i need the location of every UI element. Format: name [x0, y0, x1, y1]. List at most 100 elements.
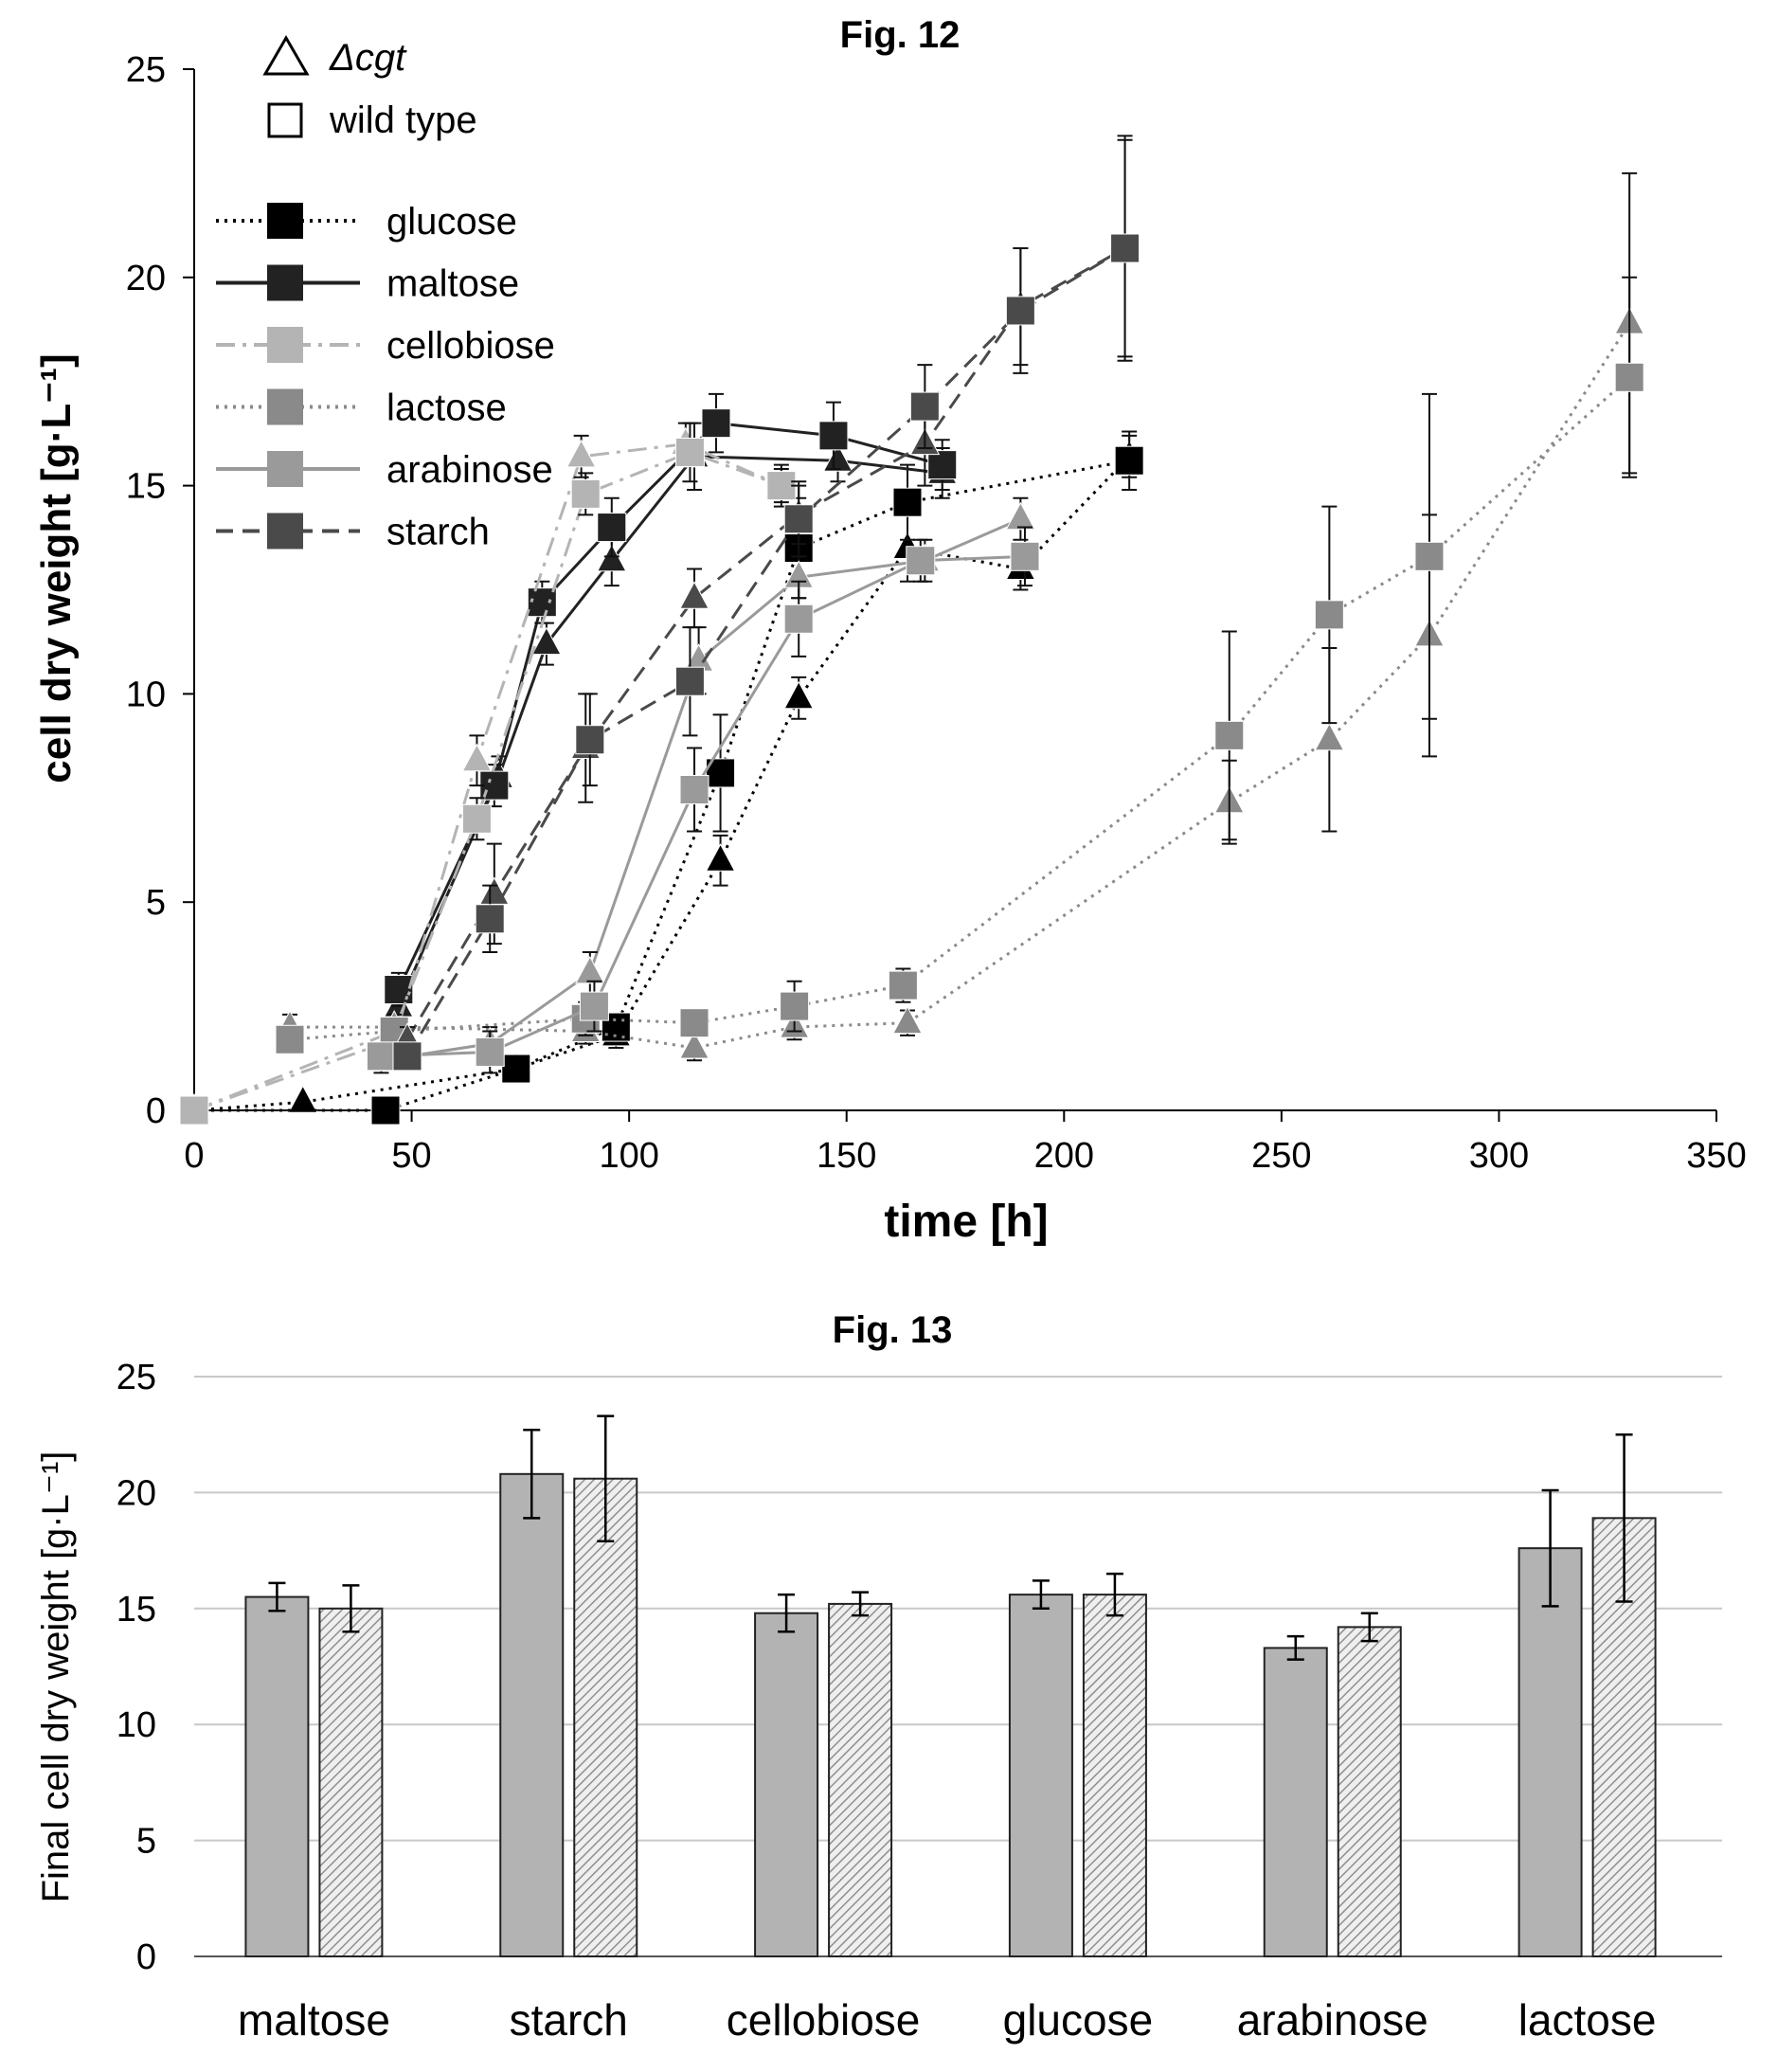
- legend-marker-arabinose: [267, 451, 303, 487]
- data-point-square-arabinose: [783, 604, 814, 634]
- data-point-square-arabinose: [1010, 541, 1040, 571]
- data-point-square-maltose: [927, 450, 958, 480]
- fig12-x-tick-label: 300: [1469, 1136, 1529, 1176]
- data-point-triangle-glucose: [705, 843, 736, 872]
- fig13-axes: 0 5 10 15 20 25: [117, 1358, 1722, 1977]
- fig12-x-tick-label: 200: [1034, 1136, 1094, 1176]
- bar-glucose-hatched: [1082, 1594, 1147, 1958]
- data-point-triangle-cellobiose: [461, 743, 493, 772]
- legend-marker-starch: [267, 513, 303, 550]
- fig13-title: Fig. 13: [833, 1309, 953, 1351]
- data-point-square-arabinose: [906, 546, 936, 576]
- fig13-category-label: cellobiose: [727, 1995, 921, 2045]
- legend-label-cellobiose: cellobiose: [386, 325, 555, 367]
- data-point-triangle-lactose: [892, 1005, 923, 1035]
- bar-cellobiose-solid: [754, 1612, 819, 1958]
- bar-group-starch: starch: [499, 1414, 638, 2045]
- data-point-square-starch: [392, 1041, 422, 1072]
- bar-starch-solid: [499, 1472, 565, 1958]
- data-point-triangle-maltose: [596, 543, 627, 572]
- fig13-bars-layer: maltose starch cellobiose glucose arabinose l…: [238, 1414, 1657, 2045]
- data-point-square-lactose: [1314, 600, 1344, 630]
- fig13-y-tick-label: 5: [136, 1822, 156, 1862]
- bar-cellobiose-hatched: [828, 1602, 893, 1958]
- fig13-category-label: lactose: [1518, 1995, 1657, 2045]
- bar-lactose-solid: [1518, 1547, 1583, 1957]
- legend-marker-lactose: [267, 388, 303, 425]
- fig12-strain-legend: Δcgt wild type: [262, 35, 477, 141]
- legend-marker-maltose: [267, 264, 303, 301]
- data-point-square-arabinose: [366, 1041, 396, 1072]
- fig13-category-label: arabinose: [1237, 1995, 1428, 2045]
- legend-label-lactose: lactose: [386, 387, 507, 429]
- fig12-x-tick-label: 50: [391, 1136, 431, 1176]
- fig12-x-tick-label: 100: [599, 1136, 658, 1176]
- data-point-triangle-arabinose: [1005, 501, 1036, 531]
- data-point-square-maltose: [701, 408, 731, 439]
- data-point-square-lactose: [1214, 720, 1245, 750]
- data-point-square-cellobiose: [570, 478, 601, 509]
- fig12-y-tick-label: 15: [126, 467, 166, 507]
- fig13-category-label: starch: [510, 1995, 628, 2045]
- legend-marker-cellobiose: [267, 327, 303, 363]
- legend-label-starch: starch: [386, 512, 490, 553]
- series-cellobiose: [179, 422, 797, 1126]
- fig12-x-axis-label: time [h]: [884, 1197, 1048, 1247]
- legend-label-glucose: glucose: [386, 201, 517, 243]
- bar-group-glucose: glucose: [1003, 1572, 1153, 2045]
- fig13-chart: Fig. 13 0 5 10 15 20 25 maltose starch cellobio…: [35, 1309, 1722, 2045]
- data-point-square-cellobiose: [179, 1095, 209, 1126]
- data-point-square-lactose: [1414, 541, 1445, 571]
- bar-arabinose-solid: [1263, 1647, 1328, 1958]
- fig12-y-tick-label: 20: [126, 259, 166, 298]
- data-point-square-cellobiose: [674, 437, 705, 467]
- data-point-square-starch: [475, 904, 505, 934]
- data-point-square-glucose: [1114, 445, 1144, 476]
- data-point-triangle-arabinose: [574, 955, 605, 984]
- bar-group-cellobiose: cellobiose: [727, 1591, 921, 2045]
- fig12-substrate-legend: glucose maltose cellobiose lactose arabinose…: [216, 201, 555, 553]
- fig13-y-tick-label: 20: [117, 1473, 156, 1513]
- data-point-square-maltose: [384, 975, 414, 1005]
- bar-glucose-solid: [1008, 1594, 1073, 1958]
- fig13-y-tick-label: 10: [117, 1705, 156, 1745]
- bar-group-lactose: lactose: [1518, 1432, 1657, 2045]
- data-point-square-lactose: [275, 1024, 305, 1054]
- legend-strain-wild-type: wild type: [329, 99, 477, 141]
- fig12-y-tick-label: 10: [126, 675, 166, 714]
- data-point-square-starch: [783, 504, 814, 534]
- series-glucose: [179, 430, 1144, 1126]
- legend-triangle-marker: [262, 35, 310, 76]
- data-point-square-starch: [575, 725, 605, 755]
- fig12-y-tick-label: 25: [126, 50, 166, 90]
- data-point-triangle-maltose: [531, 626, 562, 656]
- legend-square-marker: [267, 102, 303, 138]
- data-point-triangle-lactose: [679, 1031, 709, 1059]
- data-point-square-lactose: [679, 1008, 709, 1038]
- data-point-square-starch: [1110, 233, 1140, 263]
- fig12-title: Fig. 12: [840, 14, 961, 56]
- bar-starch-hatched: [573, 1477, 638, 1958]
- fig12-x-tick-label: 350: [1686, 1136, 1746, 1176]
- series-line-glucose-cgt: [193, 455, 1131, 1112]
- fig12-y-tick-label: 0: [146, 1091, 166, 1131]
- legend-strain-cgt: Δcgt: [329, 37, 407, 79]
- bar-group-maltose: maltose: [238, 1581, 390, 2045]
- bar-group-arabinose: arabinose: [1237, 1612, 1428, 2045]
- bar-maltose-solid: [244, 1595, 310, 1958]
- data-point-square-cellobiose: [766, 471, 797, 501]
- data-point-square-glucose: [501, 1054, 531, 1084]
- fig13-category-label: maltose: [238, 1995, 390, 2045]
- fig12-x-tick-label: 150: [817, 1136, 876, 1176]
- fig12-y-axis-label: cell dry weight [g·L⁻¹]: [33, 353, 80, 783]
- data-point-square-glucose: [892, 487, 923, 517]
- fig12-x-tick-label: 0: [184, 1136, 204, 1176]
- data-point-square-maltose: [479, 770, 510, 801]
- data-point-square-glucose: [370, 1095, 401, 1126]
- legend-label-maltose: maltose: [386, 263, 519, 305]
- data-point-triangle-lactose: [1314, 722, 1345, 751]
- data-point-square-starch: [909, 391, 940, 422]
- data-point-square-arabinose: [679, 775, 709, 805]
